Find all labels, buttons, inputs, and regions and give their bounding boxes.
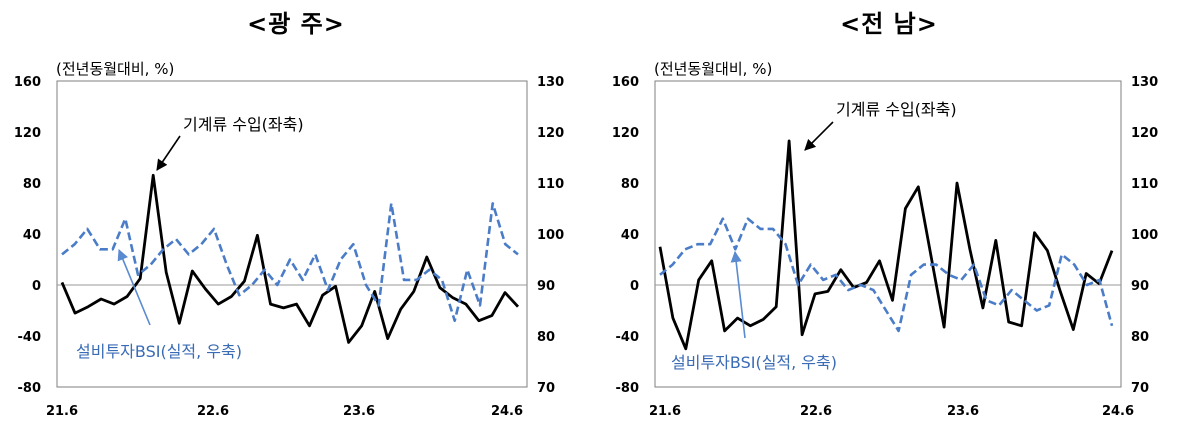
x-tick-label: 22.6 bbox=[800, 404, 832, 419]
line-chart-jeonnam: -80 -40 0 40 80 120 160 70 80 90 100 110 120 130 21.6 2… bbox=[612, 75, 1158, 419]
x-tick-label: 22.6 bbox=[197, 404, 229, 419]
unit-label: (전년동월대비, %) bbox=[654, 60, 773, 78]
y-right-tick-label: 110 bbox=[1131, 177, 1158, 192]
plot-frame bbox=[56, 80, 528, 388]
y-left-tick-label: -80 bbox=[18, 381, 42, 396]
y-left-tick-label: 0 bbox=[630, 279, 639, 294]
y-right-tick-label: 130 bbox=[1131, 75, 1158, 90]
y-left-tick-label: 120 bbox=[14, 126, 41, 141]
y-right-tick-label: 70 bbox=[537, 381, 555, 396]
x-tick-label: 23.6 bbox=[343, 404, 375, 419]
series-line-machinery-imports bbox=[60, 173, 520, 344]
y-right-tick-label: 80 bbox=[537, 330, 555, 345]
y-right-tick-label: 130 bbox=[537, 75, 564, 90]
y-left-tick-label: -40 bbox=[18, 330, 42, 345]
line-chart-gwangju: -80 -40 0 40 80 120 160 70 80 90 100 110 120 130 21.6 2… bbox=[14, 75, 564, 419]
annotation-arrow-machinery bbox=[804, 121, 834, 151]
y-right-tick-label: 80 bbox=[1131, 330, 1149, 345]
y-left-tick-label: 80 bbox=[621, 177, 639, 192]
y-left-tick-label: 40 bbox=[621, 228, 639, 243]
y-right-tick-label: 90 bbox=[537, 279, 555, 294]
annotation-arrow-bsi bbox=[117, 248, 151, 326]
series-line-capex-bsi bbox=[659, 217, 1114, 333]
x-tick-label: 24.6 bbox=[491, 404, 523, 419]
y-left-tick-label: 80 bbox=[23, 177, 41, 192]
annotation-machinery-imports: 기계류 수입(좌축) bbox=[836, 100, 957, 119]
y-left-tick-label: -40 bbox=[616, 330, 640, 345]
annotation-capex-bsi: 설비투자BSI(실적, 우축) bbox=[671, 353, 837, 372]
chart-title: <광 주> bbox=[247, 10, 345, 38]
series-line-capex-bsi bbox=[61, 202, 519, 323]
y-right-tick-label: 120 bbox=[1131, 126, 1158, 141]
y-left-tick-label: 40 bbox=[23, 228, 41, 243]
annotation-arrow-machinery bbox=[156, 135, 181, 171]
x-tick-label: 21.6 bbox=[649, 404, 681, 419]
x-tick-label: 23.6 bbox=[947, 404, 979, 419]
y-left-tick-label: 120 bbox=[612, 126, 639, 141]
series-line-machinery-imports bbox=[658, 139, 1114, 351]
y-right-tick-label: 100 bbox=[1131, 228, 1158, 243]
y-right-tick-label: 120 bbox=[537, 126, 564, 141]
chart-panel-jeonnam: <전 남> (전년동월대비, %) -80 -40 0 40 80 120 160 70 80 9… bbox=[593, 0, 1185, 427]
y-right-tick-label: 100 bbox=[537, 228, 564, 243]
plot-frame bbox=[654, 80, 1122, 388]
annotation-arrow-bsi bbox=[730, 250, 746, 339]
y-left-tick-label: 160 bbox=[14, 75, 41, 90]
y-left-tick-label: -80 bbox=[616, 381, 640, 396]
y-left-tick-label: 160 bbox=[612, 75, 639, 90]
y-right-tick-label: 110 bbox=[537, 177, 564, 192]
y-left-tick-label: 0 bbox=[32, 279, 41, 294]
unit-label: (전년동월대비, %) bbox=[56, 60, 175, 78]
annotation-machinery-imports: 기계류 수입(좌축) bbox=[183, 115, 304, 134]
y-right-tick-label: 90 bbox=[1131, 279, 1149, 294]
annotation-capex-bsi: 설비투자BSI(실적, 우축) bbox=[76, 342, 242, 361]
x-tick-label: 24.6 bbox=[1102, 404, 1134, 419]
x-tick-label: 21.6 bbox=[46, 404, 78, 419]
y-right-tick-label: 70 bbox=[1131, 381, 1149, 396]
chart-panel-gwangju: <광 주> (전년동월대비, %) -80 -40 0 40 80 120 160 70 80 9… bbox=[0, 0, 592, 427]
chart-title: <전 남> bbox=[840, 10, 938, 38]
